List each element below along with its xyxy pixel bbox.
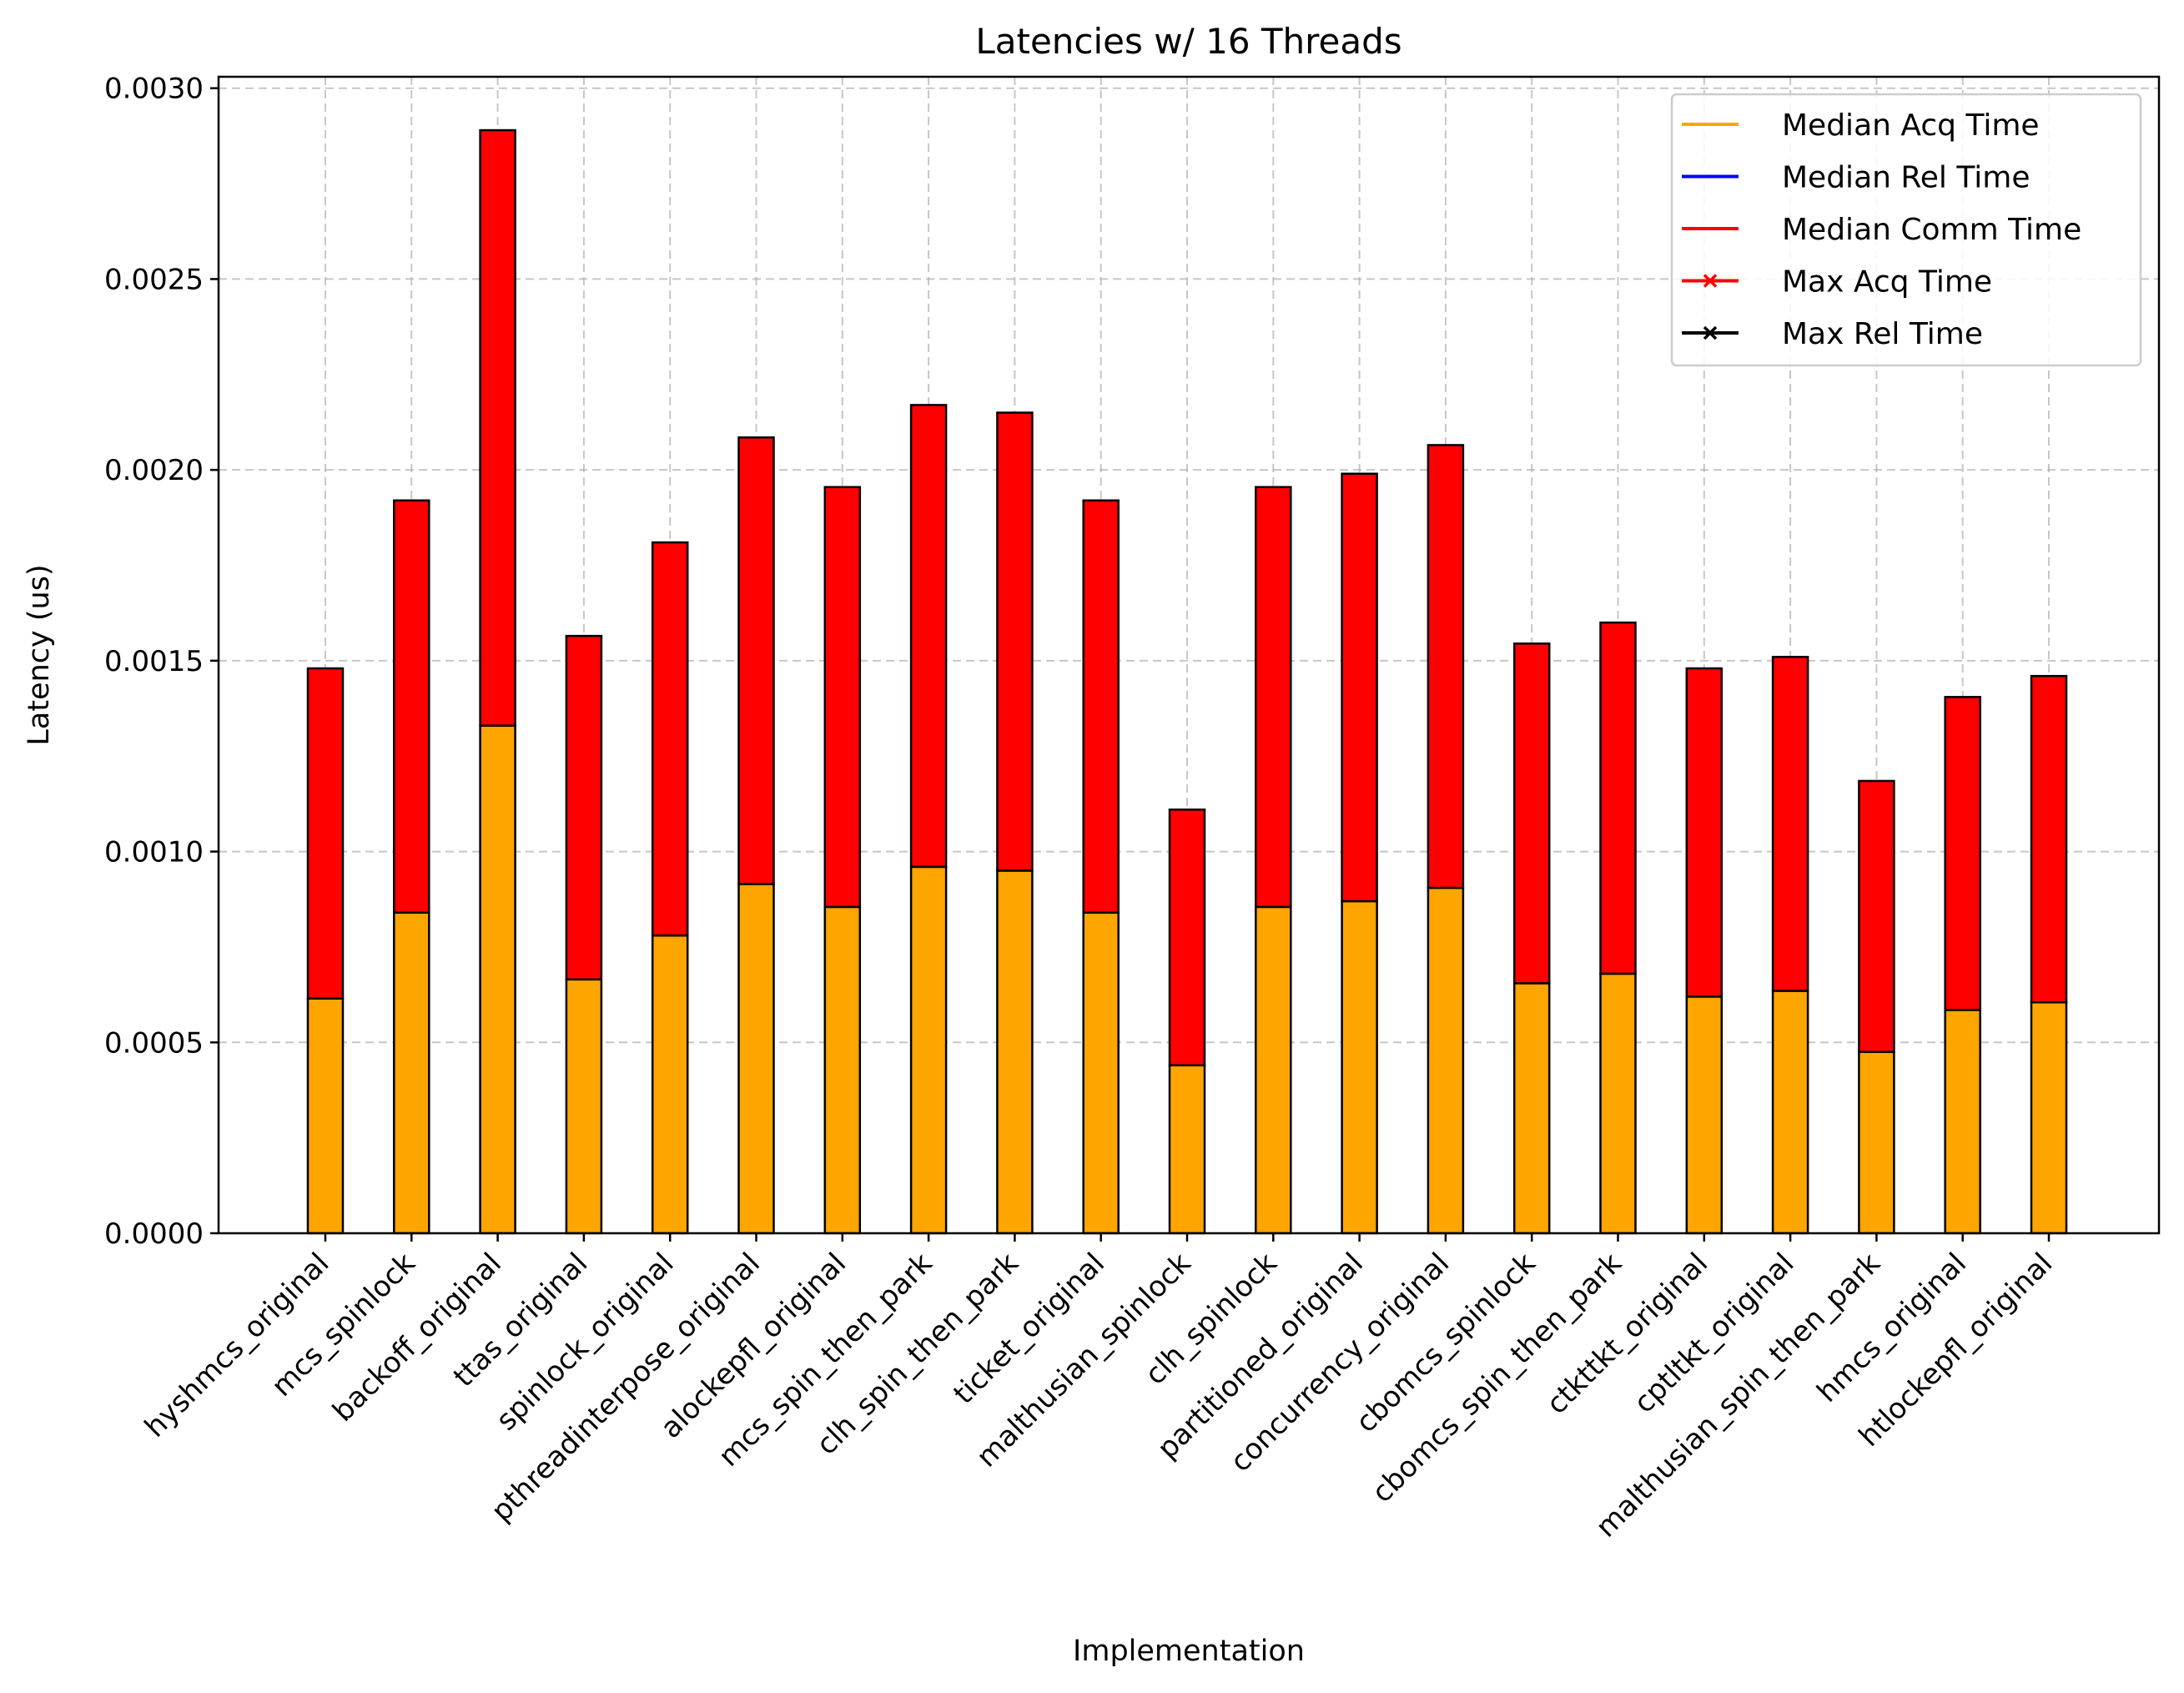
y-tick-label: 0.0030 [104,73,204,106]
y-tick-label: 0.0010 [104,836,204,869]
bar-median-comm-time [1944,696,1981,1011]
bar-median-acq-time [1771,990,1809,1235]
bar-median-comm-time [2030,674,2068,1004]
x-tick-label: hmcs_original [1810,1247,1973,1409]
bar-median-comm-time [1255,486,1292,909]
x-tick-label: ticket_original [947,1247,1111,1411]
legend-label: Max Acq Time [1782,265,1992,300]
legend-label: Median Rel Time [1782,161,2030,195]
bar-median-comm-time [306,667,345,1000]
bar-median-acq-time [737,883,775,1235]
bar-median-acq-time [1599,972,1637,1235]
bar-median-acq-time [1858,1051,1895,1235]
legend-label: Median Comm Time [1782,213,2081,247]
x-axis-label: Implementation [1073,1635,1305,1668]
bar-median-acq-time [479,724,516,1235]
bar-median-comm-time [1599,621,1637,975]
bars-layer [306,128,2068,1235]
bar-median-acq-time [651,934,689,1235]
chart-title: Latencies w/ 16 Threads [975,21,1401,62]
bar-median-comm-time [737,436,775,885]
x-tick-label: cptltkt_original [1628,1247,1801,1420]
bar-median-acq-time [565,978,603,1235]
bar-median-comm-time [1427,444,1465,889]
bar-median-comm-time [1168,809,1206,1066]
bar-median-acq-time [1341,899,1378,1235]
bar-median-comm-time [996,411,1034,872]
bar-median-acq-time [996,869,1034,1235]
bar-median-comm-time [1082,499,1120,915]
bar-median-acq-time [1168,1064,1206,1235]
y-axis-label: Latency (us) [23,564,56,745]
bar-median-acq-time [2030,1001,2068,1235]
bar-median-comm-time [393,499,430,915]
bar-median-comm-time [565,634,603,981]
bar-median-comm-time [1685,667,1724,998]
bar-median-comm-time [479,128,516,727]
bar-median-acq-time [1944,1009,1981,1235]
legend-label: Max Rel Time [1782,317,1983,351]
bar-median-comm-time [909,404,948,869]
legend-box [1670,93,2142,367]
bar-median-acq-time [393,911,430,1235]
legend-x-marker [1703,274,1718,288]
legend: Median Acq Time Median Rel Time Median Com… [1670,93,2142,367]
bar-median-comm-time [1771,656,1809,992]
legend-x-marker [1703,325,1718,340]
bar-median-acq-time [909,865,948,1235]
bar-median-acq-time [1427,886,1465,1235]
bar-median-acq-time [1512,982,1551,1235]
y-tick-label: 0.0000 [104,1217,204,1251]
legend-label: Median Acq Time [1782,108,2040,143]
bar-median-acq-time [1255,905,1292,1235]
bar-median-comm-time [1512,642,1551,985]
bar-median-comm-time [651,541,689,937]
plot-frame [217,75,2161,1235]
bar-median-acq-time [1082,911,1120,1235]
bar-median-acq-time [1685,995,1724,1235]
y-tick-label: 0.0025 [104,263,204,296]
bar-median-comm-time [1858,779,1895,1053]
y-tick-label: 0.0020 [104,454,204,487]
x-tick-label: ctkttkt_original [1540,1247,1714,1421]
bar-median-acq-time [823,905,862,1235]
y-tick-label: 0.0015 [104,645,204,678]
bar-median-comm-time [1341,472,1378,903]
bar-median-comm-time [823,486,862,909]
y-tick-label: 0.0005 [104,1026,204,1060]
bar-median-acq-time [306,997,345,1235]
